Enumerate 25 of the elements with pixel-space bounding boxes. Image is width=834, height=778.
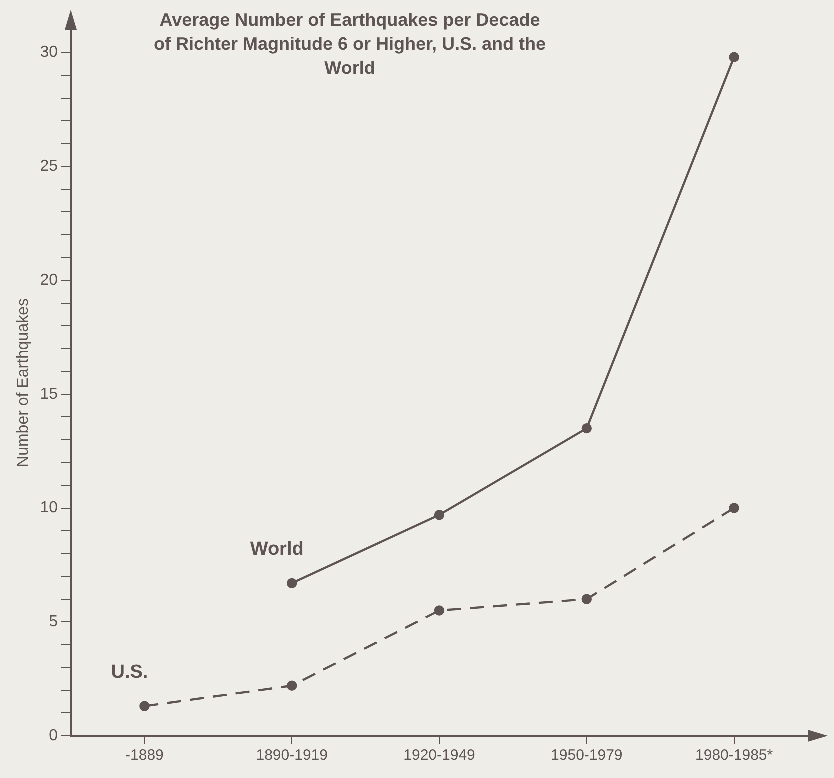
point <box>287 578 298 589</box>
point <box>729 503 740 514</box>
point <box>140 701 150 712</box>
chart-title: Average Number of Earthquakes per Decade of Richter Magnitude 6 or Higher, U.S. and the World <box>152 9 548 80</box>
point <box>287 680 298 691</box>
x-tick-label: -1889 <box>126 747 164 764</box>
y-tick-label: 25 <box>40 158 58 176</box>
point <box>582 423 592 434</box>
y-axis-title: Number of Earthquakes <box>15 298 32 468</box>
y-tick-label: 30 <box>40 44 58 62</box>
y-tick-label: 20 <box>40 272 58 289</box>
point <box>434 606 445 616</box>
y-tick-label: 0 <box>49 727 58 744</box>
series-label: World <box>250 539 304 560</box>
series-label: U.S. <box>111 662 148 684</box>
x-tick-label: 1920-1949 <box>404 747 476 764</box>
x-tick-label: 1980-1985* <box>696 747 774 764</box>
x-tick-label: 1950-1979 <box>551 747 623 764</box>
point <box>729 52 740 62</box>
y-tick-label: 5 <box>49 614 58 631</box>
point <box>582 594 592 604</box>
x-tick-label: 1890-1919 <box>256 747 328 764</box>
y-tick-label: 10 <box>40 500 58 517</box>
y-tick-label: 15 <box>40 386 58 403</box>
point <box>434 510 445 520</box>
